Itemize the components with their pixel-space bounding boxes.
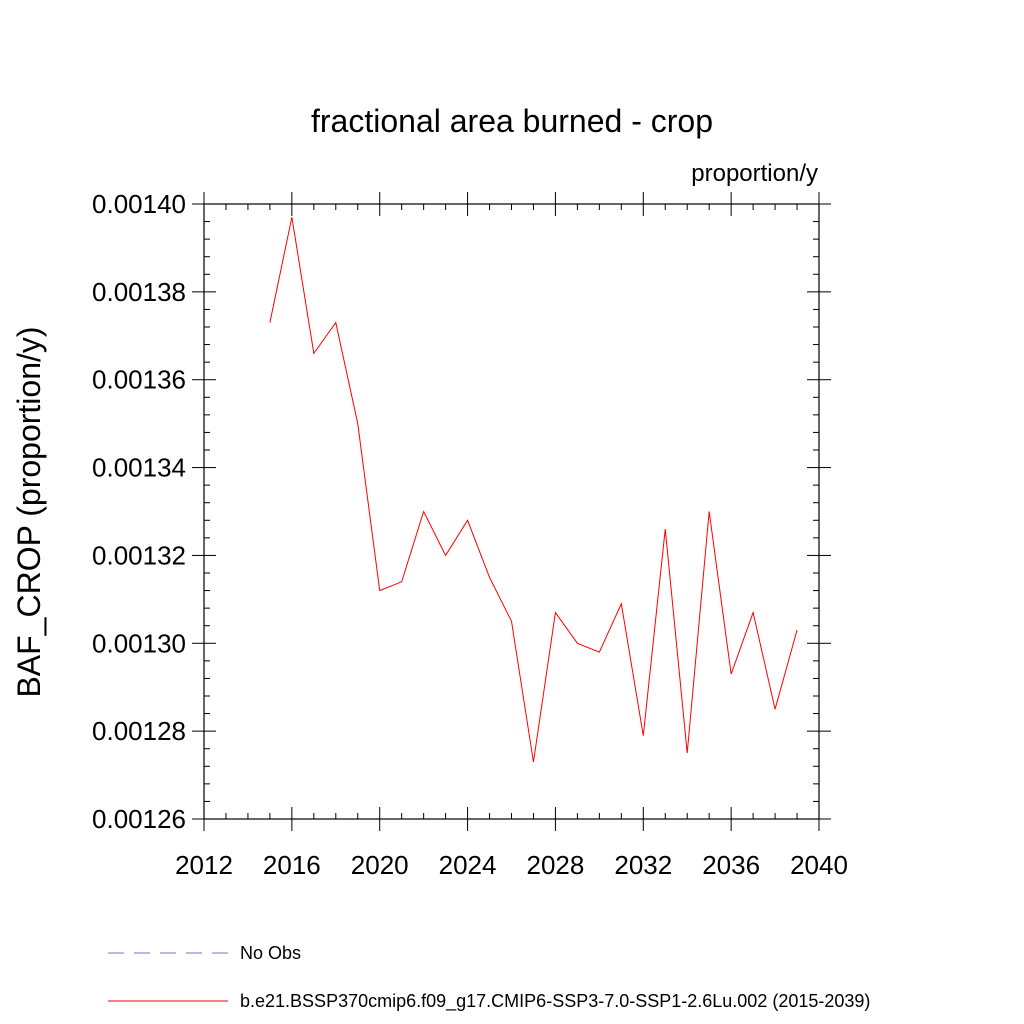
legend-label-no-obs: No Obs	[240, 943, 301, 963]
plot-frame	[203, 203, 820, 820]
y-tick-label: 0.00138	[92, 277, 186, 307]
legend: No Obs b.e21.BSSP370cmip6.f09_g17.CMIP6-…	[108, 943, 870, 1012]
x-tick-label: 2040	[790, 850, 848, 880]
y-tick-label: 0.00136	[92, 365, 186, 395]
x-tick-label: 2024	[439, 850, 497, 880]
y-tick-label: 0.00134	[92, 453, 186, 483]
chart-title: fractional area burned - crop	[311, 103, 713, 139]
y-tick-label: 0.00126	[92, 804, 186, 834]
x-tick-label: 2012	[175, 850, 233, 880]
x-tick-label: 2020	[351, 850, 409, 880]
x-tick-label: 2016	[263, 850, 321, 880]
y-tick-label: 0.00140	[92, 189, 186, 219]
y-tick-label: 0.00132	[92, 540, 186, 570]
y-axis-label: BAF_CROP (proportion/y)	[11, 326, 47, 697]
units-label: proportion/y	[691, 160, 818, 187]
y-tick-label: 0.00130	[92, 628, 186, 658]
axis-ticks	[192, 192, 831, 831]
tick-labels: 2012 2016 2020 2024 2028 2032 2036 2040 0.00126 0…	[92, 189, 848, 880]
x-tick-label: 2036	[702, 850, 760, 880]
series-line	[269, 217, 798, 762]
x-tick-label: 2028	[527, 850, 585, 880]
y-tick-label: 0.00128	[92, 716, 186, 746]
x-tick-label: 2032	[614, 850, 672, 880]
legend-label-model-run: b.e21.BSSP370cmip6.f09_g17.CMIP6-SSP3-7.…	[240, 991, 870, 1012]
series-layer	[269, 217, 798, 762]
